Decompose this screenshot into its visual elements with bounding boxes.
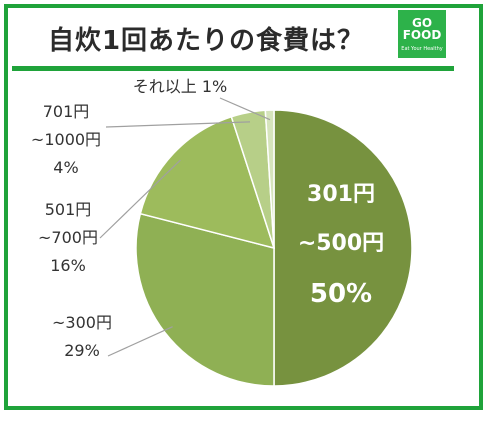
logo-text: GO FOOD (402, 16, 442, 42)
slice-label: 301円 (307, 182, 375, 207)
slice-label: それ以上 1% (133, 77, 227, 96)
slice-label: ~1000円 (31, 130, 101, 149)
slice-label: 16% (50, 256, 86, 275)
slice-labels: 301円 ~500円 50% ~300円 29% 501円 ~700円 16% 701円 ~100… (31, 77, 384, 360)
leader-lines (99, 97, 271, 357)
slice-label: ~700円 (38, 228, 98, 247)
slice-label: 4% (53, 158, 78, 177)
leader-line (105, 121, 251, 128)
slice-label: 50% (310, 279, 372, 309)
pie-slice (264, 109, 275, 249)
slice-label: 701円 (43, 102, 90, 121)
pie-slices (135, 109, 413, 387)
go-food-logo: GO FOOD Eat Your Healthy (398, 10, 446, 58)
slice-label: ~300円 (52, 313, 112, 332)
pie-slice (273, 109, 413, 387)
title-underline (12, 66, 454, 71)
chart-title: 自炊1回あたりの食費は？ (47, 26, 365, 56)
slice-label: 501円 (45, 200, 92, 219)
leader-line (99, 159, 181, 239)
slice-label: ~500円 (298, 231, 384, 256)
pie-slice (135, 212, 275, 387)
slice-label: 29% (64, 341, 100, 360)
logo-tagline: Eat Your Healthy (401, 46, 443, 52)
pie-slice (139, 115, 276, 250)
leader-line (107, 326, 173, 357)
leader-line (219, 97, 271, 121)
